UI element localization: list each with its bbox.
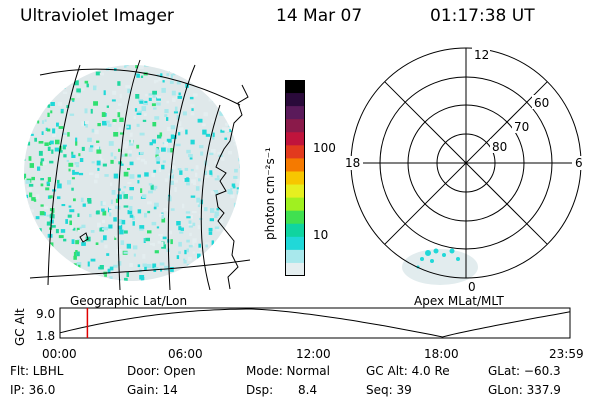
geographic-image <box>24 59 251 290</box>
polar-diagonal-2 <box>384 81 548 245</box>
mlt-label-18: 18 <box>345 156 360 170</box>
colorbar <box>285 80 305 277</box>
altitude-frame <box>59 307 571 339</box>
x-tick-0000: 00:00 <box>42 347 77 361</box>
gain-info: Gain: 14 <box>127 383 178 397</box>
colorbar-band <box>285 171 305 186</box>
filter-info: Flt: LBHL <box>10 364 64 378</box>
mlt-label-12: 12 <box>474 48 489 62</box>
altitude-curve <box>59 308 571 338</box>
mlt-label-6: 6 <box>575 156 583 170</box>
colorbar-band <box>285 93 305 107</box>
colorbar-band <box>285 197 305 212</box>
gc-alt-info: GC Alt: 4.0 Re <box>366 364 450 378</box>
lat-label-80: 80 <box>492 140 507 154</box>
lat-label-70: 70 <box>514 120 529 134</box>
date-label: 14 Mar 07 <box>276 6 363 26</box>
colorbar-band <box>285 184 305 199</box>
colorbar-band <box>285 145 305 159</box>
colorbar-band <box>285 210 305 225</box>
colorbar-band <box>285 132 305 146</box>
colorbar-band <box>285 223 305 238</box>
glat-info: GLat: −60.3 <box>488 364 561 378</box>
y-tick-9: 9.0 <box>36 307 55 321</box>
imager-title: Ultraviolet Imager <box>20 6 174 26</box>
y-tick-1.8: 1.8 <box>36 329 55 343</box>
ip-info: IP: 36.0 <box>10 383 56 397</box>
time-label: 01:17:38 UT <box>430 6 535 26</box>
colorbar-band <box>285 249 305 264</box>
dsp-label: Dsp: <box>246 383 274 397</box>
x-tick-1200: 12:00 <box>296 347 331 361</box>
colorbar-band <box>285 236 305 251</box>
altitude-plot: 9.0 1.8 GC Alt 00:00 06:00 12:00 18:00 2… <box>13 307 584 361</box>
glon-info: GLon: 337.9 <box>488 383 561 397</box>
seq-info: Seq: 39 <box>366 383 412 397</box>
coastline <box>215 84 249 290</box>
colorbar-band <box>285 80 305 94</box>
colorbar-band <box>285 262 305 277</box>
x-tick-0600: 06:00 <box>168 347 203 361</box>
geo-caption: Geographic Lat/Lon <box>70 294 188 308</box>
mlt-label-0: 0 <box>468 280 476 294</box>
island <box>79 232 89 243</box>
x-tick-1800: 18:00 <box>424 347 459 361</box>
colorbar-band <box>285 119 305 133</box>
polar-plot: 12 18 6 0 60 70 80 <box>343 47 584 294</box>
polar-aurora-specks <box>416 248 460 269</box>
mode-info: Mode: Normal <box>246 364 330 378</box>
geo-grid <box>29 59 251 290</box>
polar-aurora-patch <box>402 249 478 285</box>
colorbar-label: photon cm⁻²s⁻¹ <box>263 147 277 240</box>
lat-label-60: 60 <box>534 96 549 110</box>
colorbar-band <box>285 158 305 172</box>
colorbar-band <box>285 106 305 120</box>
colorbar-tick-100: 100 <box>313 141 336 155</box>
dsp-value: 8.4 <box>298 383 318 397</box>
x-tick-2359: 23:59 <box>549 347 584 361</box>
polar-caption: Apex MLat/MLT <box>414 294 504 308</box>
colorbar-tick-10: 10 <box>313 228 329 242</box>
y-axis-label: GC Alt <box>13 308 27 346</box>
door-info: Door: Open <box>127 364 196 378</box>
